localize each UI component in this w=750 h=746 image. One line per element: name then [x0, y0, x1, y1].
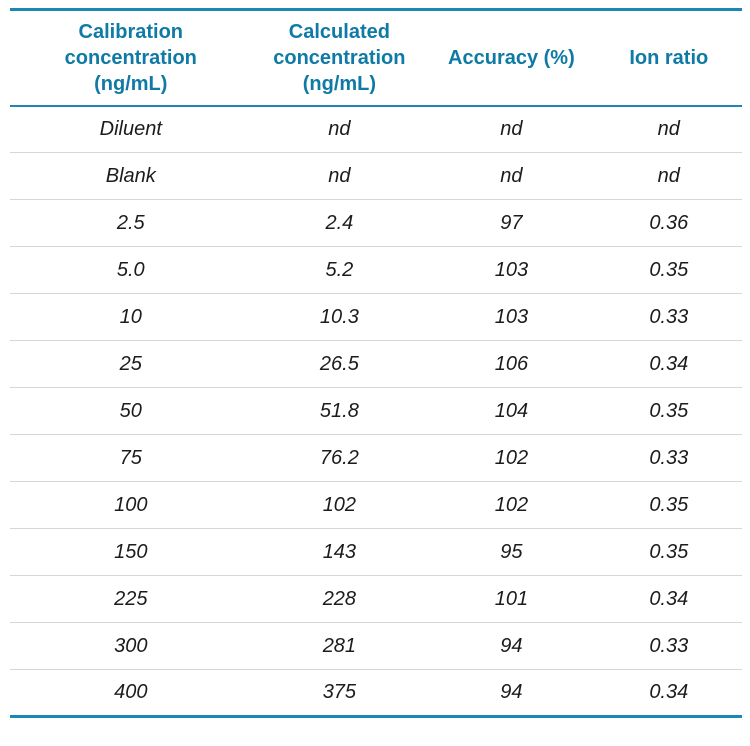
- calibration-table: Calibration concentration (ng/mL) Calcul…: [10, 8, 742, 718]
- table-cell: nd: [328, 117, 351, 140]
- table-row: 50 51.8 104 0.35: [10, 387, 742, 435]
- table-row: 10 10.3 103 0.33: [10, 293, 742, 341]
- table-cell: nd: [657, 117, 680, 140]
- table-row: 400 375 94 0.34: [10, 669, 742, 717]
- table-cell: 400: [10, 669, 252, 717]
- table-cell: 103: [427, 293, 596, 341]
- table-cell: 95: [427, 528, 596, 576]
- table-cell: 225: [10, 575, 252, 623]
- table-cell: 94: [427, 669, 596, 717]
- table-cell: 25: [10, 340, 252, 388]
- table-cell: 100: [10, 481, 252, 529]
- table-cell: 101: [427, 575, 596, 623]
- column-header-accuracy: Accuracy (%): [427, 9, 596, 107]
- table-cell: nd: [500, 117, 523, 140]
- table-cell: 97: [427, 199, 596, 247]
- table-cell: 50: [10, 387, 252, 435]
- table-cell: 150: [10, 528, 252, 576]
- table-cell: 76.2: [251, 434, 428, 482]
- table-cell: 281: [251, 622, 428, 670]
- table-row: Diluent nd nd nd: [10, 106, 742, 153]
- table-row: 150 143 95 0.35: [10, 528, 742, 576]
- table-cell: 10.3: [251, 293, 428, 341]
- table-header: Calibration concentration (ng/mL) Calcul…: [10, 9, 742, 107]
- table-cell: 0.34: [595, 669, 742, 717]
- table-cell: 0.35: [595, 481, 742, 529]
- table-cell: 75: [10, 434, 252, 482]
- table-cell: 375: [251, 669, 428, 717]
- table-cell: 143: [251, 528, 428, 576]
- table-cell: 300: [10, 622, 252, 670]
- table-cell: 102: [251, 481, 428, 529]
- table-cell: 10: [10, 293, 252, 341]
- table-row: 25 26.5 106 0.34: [10, 340, 742, 388]
- table-cell: 228: [251, 575, 428, 623]
- column-header-calculated-concentration: Calculated concentration (ng/mL): [251, 9, 428, 107]
- table-cell: 0.34: [595, 340, 742, 388]
- table-cell: nd: [251, 152, 428, 200]
- table-cell: 0.33: [595, 434, 742, 482]
- table-row: 5.0 5.2 103 0.35: [10, 246, 742, 294]
- table-cell: 0.36: [595, 199, 742, 247]
- table-cell: 104: [427, 387, 596, 435]
- table-cell: 94: [427, 622, 596, 670]
- table-cell: nd: [427, 152, 596, 200]
- table-cell: 102: [427, 481, 596, 529]
- table-cell: 0.33: [595, 293, 742, 341]
- table-cell: 0.35: [595, 528, 742, 576]
- table-cell: 2.4: [251, 199, 428, 247]
- table-cell: 106: [427, 340, 596, 388]
- table-row: 100 102 102 0.35: [10, 481, 742, 529]
- header-row: Calibration concentration (ng/mL) Calcul…: [10, 9, 742, 107]
- table-row: 225 228 101 0.34: [10, 575, 742, 623]
- table-cell: 0.35: [595, 246, 742, 294]
- table-cell: nd: [595, 152, 742, 200]
- table-cell: 5.0: [10, 246, 252, 294]
- column-header-ion-ratio: Ion ratio: [595, 9, 742, 107]
- table-cell: 0.35: [595, 387, 742, 435]
- table-cell: 102: [427, 434, 596, 482]
- table-cell: 0.33: [595, 622, 742, 670]
- table-cell: Diluent: [99, 117, 162, 140]
- column-header-calibration-concentration: Calibration concentration (ng/mL): [10, 9, 252, 107]
- table-cell: 0.34: [595, 575, 742, 623]
- table-cell: 103: [427, 246, 596, 294]
- table-row: 300 281 94 0.33: [10, 622, 742, 670]
- table-body: Diluent nd nd nd Blank nd nd nd 2.5 2.4 97 0.36 5.0 5…: [10, 106, 742, 717]
- table-cell: 51.8: [251, 387, 428, 435]
- table-row: Blank nd nd nd: [10, 152, 742, 200]
- table-row: 2.5 2.4 97 0.36: [10, 199, 742, 247]
- table-cell: Blank: [10, 152, 252, 200]
- table-cell: 2.5: [10, 199, 252, 247]
- table-cell: 5.2: [251, 246, 428, 294]
- table-cell: 26.5: [251, 340, 428, 388]
- table-row: 75 76.2 102 0.33: [10, 434, 742, 482]
